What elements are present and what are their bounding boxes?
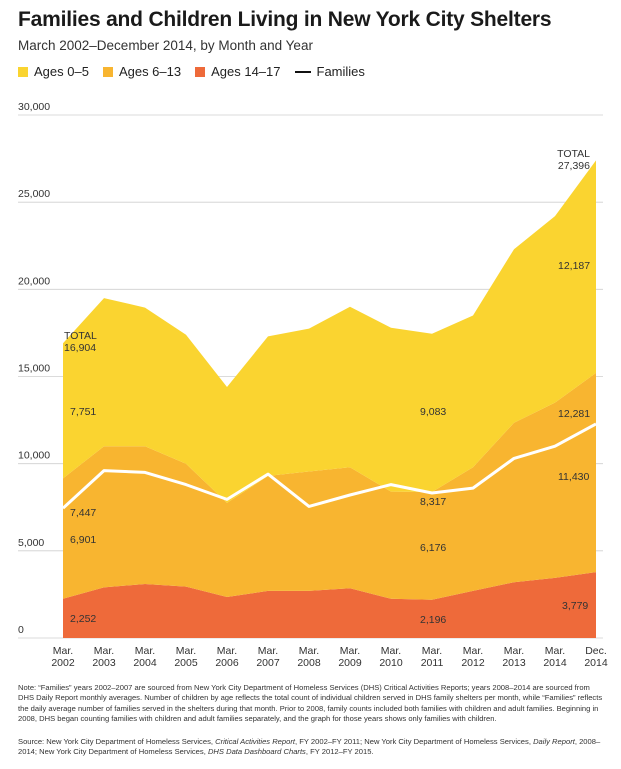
legend-swatch-ages-0-5 — [18, 66, 28, 77]
y-tick-label: 15,000 — [18, 363, 50, 375]
ages-14-17-label-2014: 3,779 — [562, 600, 588, 612]
x-tick-label-month: Mar. — [545, 645, 565, 657]
total-value-2002: 16,904 — [64, 342, 96, 354]
x-tick-label-month: Mar. — [340, 645, 360, 657]
chart-subtitle: March 2002–December 2014, by Month and Y… — [18, 38, 313, 53]
x-tick-label-month: Mar. — [504, 645, 524, 657]
ages-0-5-label-2014: 12,187 — [558, 260, 590, 272]
area-series-ages-14-17 — [63, 572, 596, 638]
data-labels: TOTAL 16,904 TOTAL 27,396 7,751 9,083 12… — [64, 148, 590, 626]
source-publication-1: Critical Activities Report — [215, 737, 295, 746]
source-mid-1: , FY 2002–FY 2011; New York City Departm… — [295, 737, 534, 746]
legend-item-families: Families — [294, 64, 365, 79]
chart-title: Families and Children Living in New York… — [18, 8, 552, 31]
source-publication-3: DHS Data Dashboard Charts — [207, 747, 306, 757]
x-tick-label-year: 2014 — [584, 657, 608, 669]
x-tick-label-year: 2007 — [256, 657, 280, 669]
legend-item-ages-6-13: Ages 6–13 — [102, 64, 182, 79]
y-tick-label: 30,000 — [18, 101, 50, 113]
area-layer — [63, 160, 596, 638]
x-tick-label-year: 2004 — [133, 657, 157, 669]
ages-6-13-label-2011: 6,176 — [420, 542, 446, 554]
x-tick-label-month: Mar. — [422, 645, 442, 657]
ages-0-5-label-2011: 9,083 — [420, 406, 446, 418]
legend: Ages 0–5 Ages 6–13 Ages 14–17 Families — [18, 64, 379, 79]
legend-item-ages-0-5: Ages 0–5 — [18, 64, 89, 79]
legend-swatch-ages-14-17 — [195, 66, 206, 77]
total-value-2014: 27,396 — [558, 160, 590, 172]
area-chart: 0 5,000 10,000 15,000 20,000 25,000 30,000 Mar… — [18, 101, 608, 669]
line-series-families — [61, 422, 597, 510]
legend-swatch-families — [294, 70, 311, 73]
y-tick-label: 20,000 — [18, 275, 50, 287]
legend-swatch-ages-6-13 — [102, 66, 113, 77]
y-axis: 0 5,000 10,000 15,000 20,000 25,000 30,000 — [18, 101, 50, 636]
x-tick-label-year: 2013 — [502, 657, 526, 669]
legend-label-ages-6-13: Ages 6–13 — [118, 64, 182, 79]
ages-0-5-label-2002: 7,751 — [70, 406, 96, 418]
chart-source: Source: New York City Department of Home… — [18, 737, 603, 758]
x-tick-label-month: Dec. — [585, 645, 607, 657]
x-tick-label-year: 2006 — [215, 657, 239, 669]
x-tick-label-year: 2012 — [461, 657, 485, 669]
line-layer — [61, 422, 597, 510]
x-tick-label-year: 2008 — [297, 657, 321, 669]
x-tick-label-month: Mar. — [176, 645, 196, 657]
x-axis: Mar.2002Mar.2003Mar.2004Mar.2005Mar.2006… — [51, 645, 608, 669]
y-tick-label: 25,000 — [18, 188, 50, 200]
x-tick-label-year: 2002 — [51, 657, 75, 669]
x-tick-label-year: 2014 — [543, 657, 567, 669]
x-tick-label-year: 2009 — [338, 657, 362, 669]
x-tick-label-year: 2003 — [92, 657, 116, 669]
families-label-2011: 8,317 — [420, 496, 446, 508]
area-series-ages-0-5 — [63, 160, 596, 503]
total-label-2014: TOTAL — [557, 148, 590, 160]
ages-14-17-label-2002: 2,252 — [70, 613, 96, 625]
legend-label-families: Families — [316, 64, 365, 79]
area-series-ages-6-13 — [63, 372, 596, 600]
source-prefix: Source: New York City Department of Home… — [18, 737, 216, 746]
x-tick-label-month: Mar. — [463, 645, 483, 657]
x-tick-label-month: Mar. — [299, 645, 319, 657]
families-label-2014: 12,281 — [558, 408, 590, 420]
x-tick-label-month: Mar. — [135, 645, 155, 657]
y-tick-label: 0 — [18, 624, 24, 636]
x-tick-label-month: Mar. — [381, 645, 401, 657]
x-tick-label-year: 2005 — [174, 657, 198, 669]
families-label-2002: 7,447 — [70, 507, 96, 519]
ages-14-17-label-2011: 2,196 — [420, 614, 446, 626]
x-tick-label-month: Mar. — [53, 645, 73, 657]
legend-label-ages-0-5: Ages 0–5 — [34, 64, 89, 79]
x-tick-label-year: 2010 — [379, 657, 403, 669]
legend-item-ages-14-17: Ages 14–17 — [195, 64, 281, 79]
x-tick-label-month: Mar. — [217, 645, 237, 657]
x-tick-label-year: 2011 — [421, 657, 444, 669]
y-tick-label: 5,000 — [18, 537, 44, 549]
total-label-2002: TOTAL — [64, 330, 97, 342]
source-publication-2: Daily Report — [533, 737, 575, 746]
x-tick-label-month: Mar. — [258, 645, 278, 657]
chart-note: Note: “Families” years 2002–2007 are sou… — [18, 683, 603, 724]
y-tick-label: 10,000 — [18, 450, 50, 462]
legend-label-ages-14-17: Ages 14–17 — [211, 64, 281, 79]
source-suffix: , FY 2012–FY 2015. — [305, 747, 374, 757]
x-tick-label-month: Mar. — [94, 645, 114, 657]
source-mid-2: , 2008–2014; New York City Department of… — [18, 737, 601, 757]
ages-6-13-label-2014: 11,430 — [558, 471, 589, 483]
ages-6-13-label-2002: 6,901 — [70, 534, 96, 546]
